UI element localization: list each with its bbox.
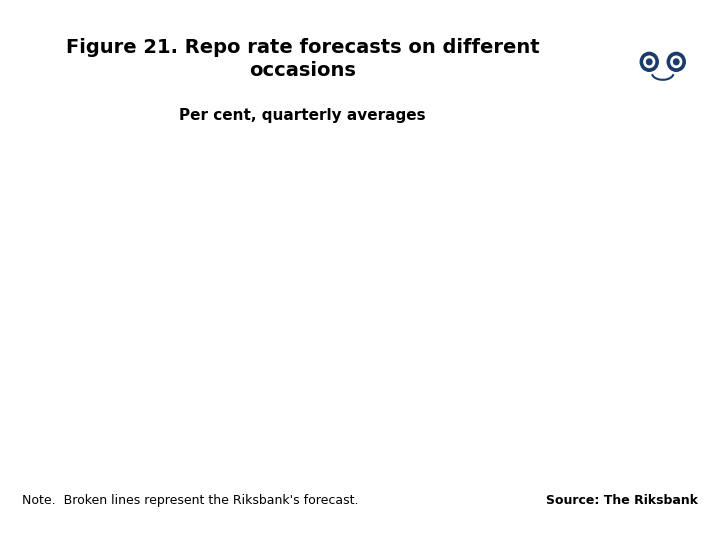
Circle shape (648, 22, 655, 30)
Circle shape (674, 59, 679, 65)
Polygon shape (628, 30, 653, 39)
Text: Source: The Riksbank: Source: The Riksbank (546, 494, 698, 507)
Polygon shape (650, 30, 675, 39)
Circle shape (679, 16, 691, 30)
Polygon shape (672, 30, 698, 39)
Circle shape (640, 52, 658, 71)
Text: Figure 21. Repo rate forecasts on different
occasions: Figure 21. Repo rate forecasts on differ… (66, 38, 539, 79)
Circle shape (636, 37, 690, 94)
Circle shape (671, 56, 682, 68)
Text: SVERIGES: SVERIGES (642, 85, 684, 94)
Circle shape (667, 52, 685, 71)
Circle shape (657, 16, 669, 30)
Bar (626, 38, 698, 46)
Circle shape (644, 56, 654, 68)
Circle shape (670, 22, 678, 30)
Circle shape (647, 59, 652, 65)
Circle shape (634, 16, 647, 30)
Text: Note.  Broken lines represent the Riksbank's forecast.: Note. Broken lines represent the Riksban… (22, 494, 358, 507)
Text: RIKSBANK: RIKSBANK (641, 94, 685, 103)
Text: Per cent, quarterly averages: Per cent, quarterly averages (179, 108, 426, 123)
